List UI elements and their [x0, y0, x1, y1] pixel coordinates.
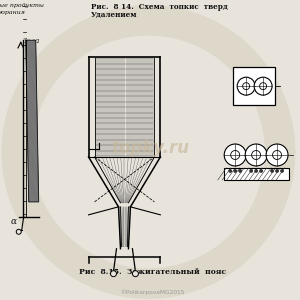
Circle shape	[16, 229, 21, 234]
Circle shape	[255, 170, 257, 172]
Circle shape	[276, 170, 278, 172]
Circle shape	[260, 83, 267, 90]
Circle shape	[234, 170, 236, 172]
Circle shape	[245, 144, 267, 166]
Circle shape	[250, 170, 252, 172]
Text: Рис.  8 14.  Схема  топкис  тверд: Рис. 8 14. Схема топкис тверд	[91, 3, 227, 11]
Circle shape	[254, 77, 272, 95]
Text: topky.ru: topky.ru	[111, 139, 190, 157]
Circle shape	[239, 170, 242, 172]
Circle shape	[132, 271, 138, 277]
Text: ые продукты: ые продукты	[0, 3, 44, 8]
Circle shape	[281, 170, 283, 172]
Text: α: α	[11, 217, 17, 226]
Bar	[224, 168, 289, 180]
Circle shape	[224, 144, 246, 166]
Circle shape	[271, 170, 273, 172]
Text: Рис  8.15.  Зажигательный  пояс: Рис 8.15. Зажигательный пояс	[79, 268, 226, 276]
Circle shape	[252, 151, 261, 160]
Circle shape	[260, 170, 262, 172]
Text: горания: горания	[0, 11, 26, 15]
Circle shape	[266, 144, 288, 166]
Circle shape	[243, 83, 250, 90]
Polygon shape	[26, 40, 39, 202]
Text: Удалением: Удалением	[91, 11, 137, 20]
Circle shape	[237, 77, 255, 95]
Circle shape	[110, 271, 116, 277]
Text: ©PolikarpovaMG2015: ©PolikarpovaMG2015	[120, 290, 184, 295]
Bar	[233, 67, 275, 105]
Circle shape	[231, 151, 240, 160]
Circle shape	[273, 151, 281, 160]
Text: Зола: Зола	[23, 37, 40, 45]
Circle shape	[229, 170, 231, 172]
